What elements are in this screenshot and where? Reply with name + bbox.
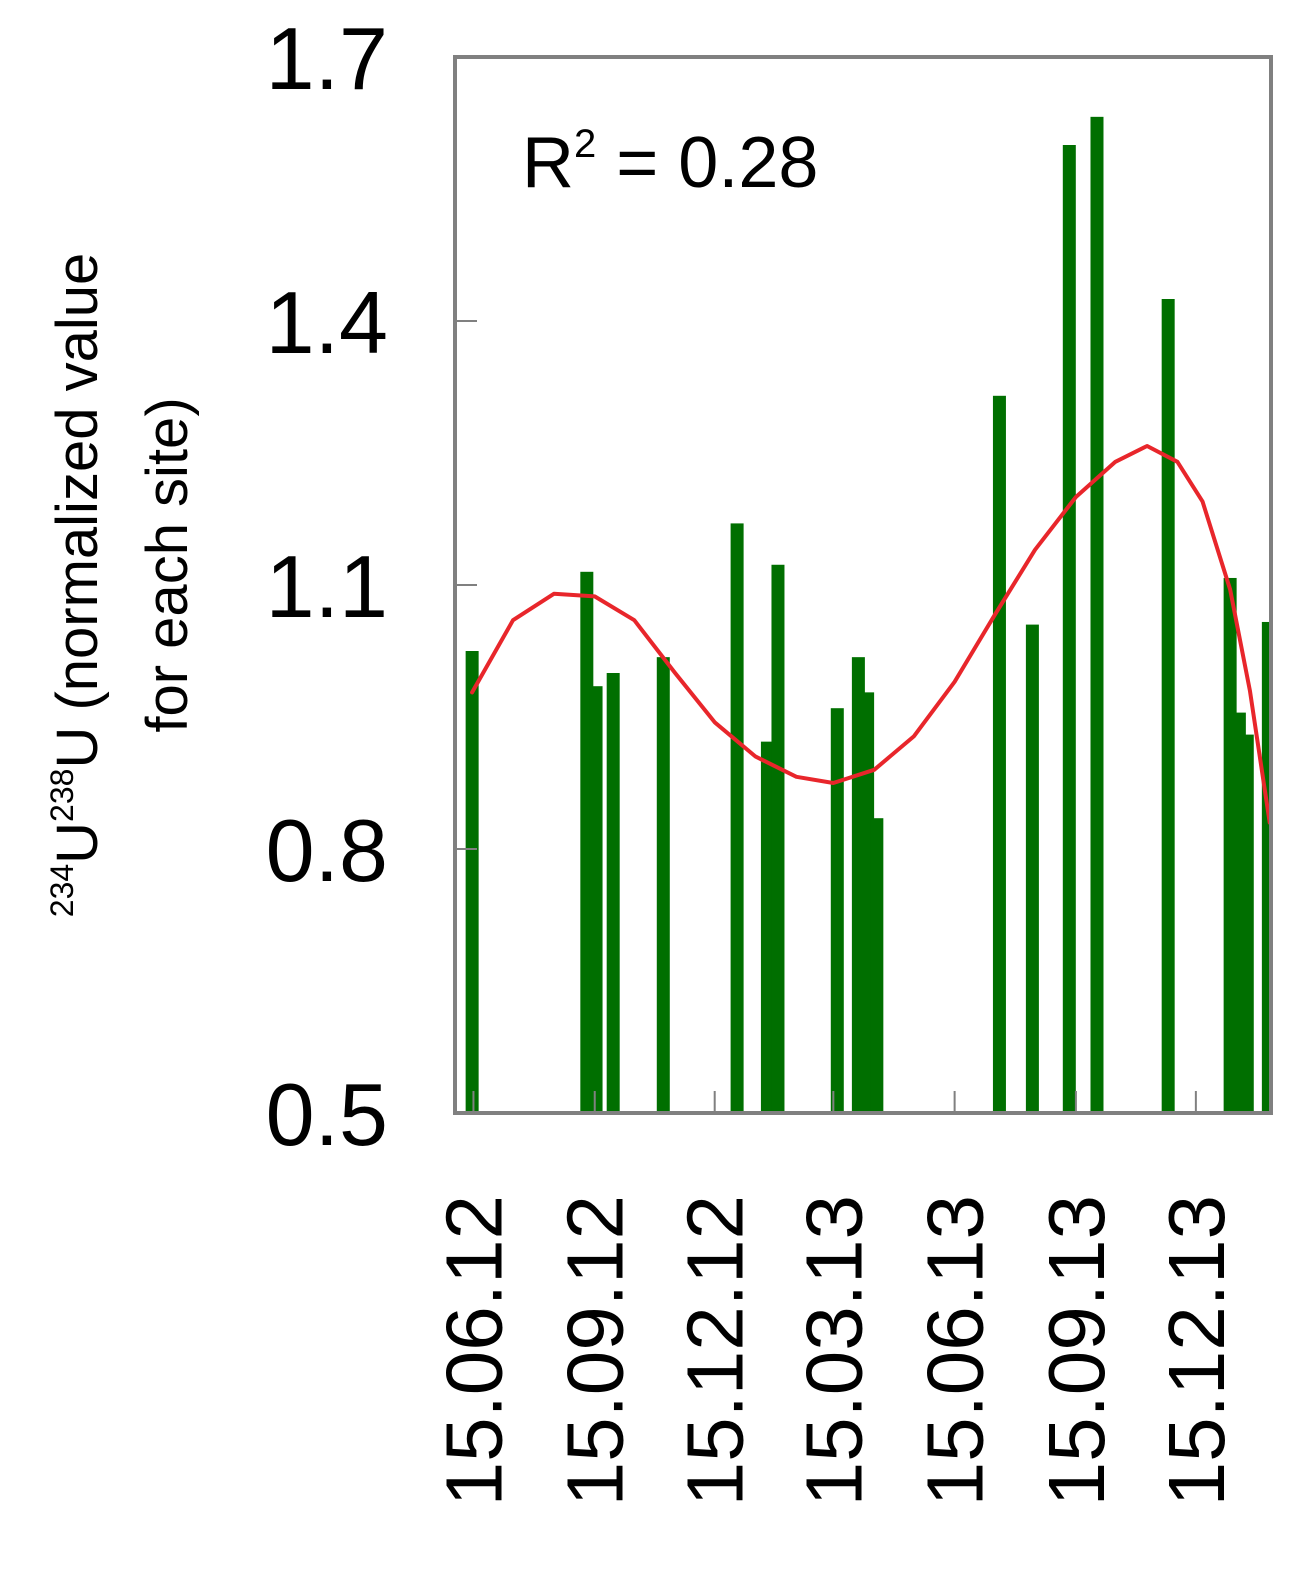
bar <box>1025 624 1039 1113</box>
bar <box>606 673 620 1113</box>
y-tick-label: 0.8 <box>266 801 388 900</box>
trendline-layer <box>470 444 1272 825</box>
bar <box>730 523 744 1113</box>
y-axis-title-line2: for each site) <box>135 397 200 732</box>
x-tick-label: 15.03.13 <box>789 1195 878 1506</box>
x-tick-label: 15.12.13 <box>1152 1195 1241 1506</box>
bar <box>1161 299 1175 1113</box>
y-tick-label: 1.1 <box>266 537 388 636</box>
bar <box>760 741 774 1113</box>
bar <box>870 818 884 1113</box>
y-axis-title: 234U238U (normalized value for each site… <box>44 253 200 917</box>
x-tick-label: 15.12.12 <box>671 1195 760 1506</box>
bar <box>830 708 844 1113</box>
x-tick-label: 15.09.12 <box>551 1195 640 1506</box>
ylabel-line1-rest: (normalized value <box>45 253 110 727</box>
r-squared-superscript: 2 <box>574 122 596 166</box>
bars-layer <box>465 116 1269 1114</box>
x-tick-label: 15.06.12 <box>430 1195 519 1506</box>
y-tick-label: 1.4 <box>266 273 388 372</box>
y-tick-label: 0.5 <box>266 1065 388 1164</box>
ylabel-sup2: 238 <box>44 769 80 822</box>
x-tick-label: 15.09.13 <box>1032 1195 1121 1506</box>
ylabel-sup1: 234 <box>44 864 80 917</box>
trendline <box>470 444 1272 825</box>
bar <box>1240 734 1254 1113</box>
x-tick-label: 15.06.13 <box>911 1195 1000 1506</box>
bar <box>465 651 479 1113</box>
bar <box>656 657 670 1113</box>
r-squared-annotation: R2 = 0.28 <box>522 122 818 203</box>
bar <box>992 395 1006 1113</box>
ylabel-base2: U <box>45 727 110 769</box>
ylabel-base1: U <box>45 822 110 864</box>
bar <box>1090 116 1104 1114</box>
r-squared-base: R <box>522 123 574 203</box>
y-tick-label: 1.7 <box>266 9 388 108</box>
bar <box>589 686 603 1113</box>
bar <box>1062 145 1076 1113</box>
x-axis: 15.06.12 15.09.12 15.12.12 15.03.13 15.06.13… <box>430 1091 1241 1506</box>
bar <box>1261 621 1269 1113</box>
bar <box>771 564 785 1113</box>
y-axis: 0.5 0.8 1.1 1.4 1.7 <box>266 9 477 1164</box>
y-axis-title-line1: 234U238U (normalized value <box>44 253 110 917</box>
r-squared-value: = 0.28 <box>596 123 818 203</box>
